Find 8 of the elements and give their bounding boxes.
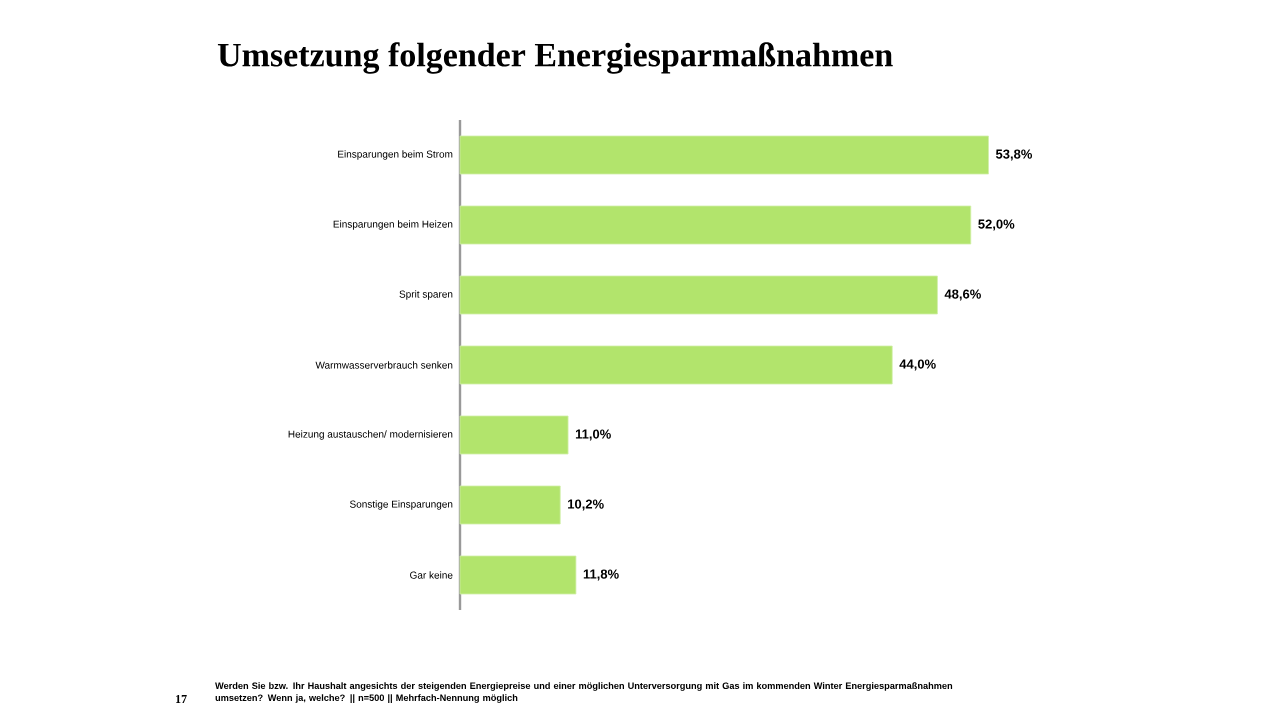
bar	[459, 555, 577, 595]
bar	[459, 485, 561, 525]
bar	[459, 275, 938, 315]
bar	[459, 345, 893, 385]
bar	[459, 205, 972, 245]
bar	[459, 415, 569, 455]
bar	[459, 135, 989, 175]
chart-title: Umsetzung folgender Energiesparmaßnahmen	[217, 42, 893, 74]
